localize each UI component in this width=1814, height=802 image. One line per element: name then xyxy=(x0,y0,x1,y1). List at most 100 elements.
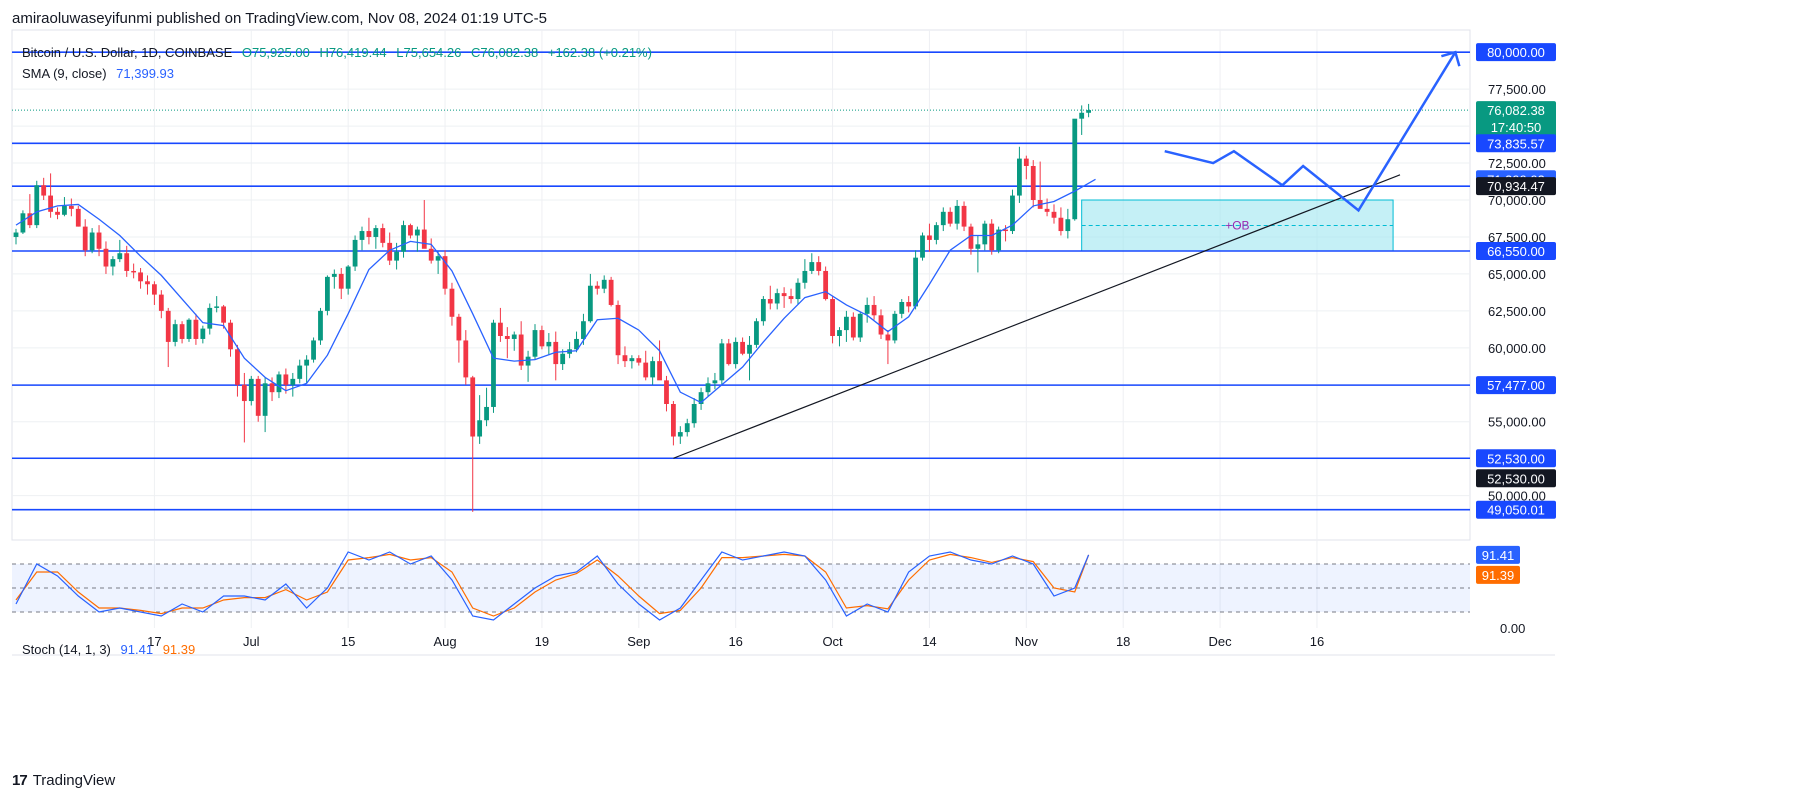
x-tick-label: Aug xyxy=(433,634,456,649)
stoch-tag xyxy=(1476,545,1520,564)
candle-body xyxy=(27,213,33,226)
y-tick-label: 55,000.00 xyxy=(1488,415,1546,430)
candle-body xyxy=(532,330,538,357)
candle-body xyxy=(982,223,988,245)
main-pane xyxy=(11,29,1471,541)
stoch-k-value: 91.41 xyxy=(120,642,154,657)
legend-main: Bitcoin / U.S. Dollar, 1D, COINBASE O75,… xyxy=(22,45,652,60)
candle-body xyxy=(491,322,496,407)
candle-body xyxy=(767,299,773,304)
candle-body xyxy=(664,380,669,404)
candle-body xyxy=(1017,158,1022,196)
candle-body xyxy=(1086,110,1091,113)
candle-body xyxy=(165,310,171,342)
candle-body xyxy=(131,270,137,273)
projection-arrowhead xyxy=(1441,50,1461,67)
price-tag xyxy=(1476,242,1556,260)
stoch-k-line xyxy=(15,551,1090,621)
candle-body xyxy=(629,358,635,362)
candle-body xyxy=(698,392,704,404)
candle-body xyxy=(1010,195,1015,232)
legend-high: H76,419.44 xyxy=(319,45,387,60)
candle-body xyxy=(214,306,220,308)
stoch-tag-label: 91.39 xyxy=(1482,568,1515,583)
candle-body xyxy=(587,285,593,322)
candle-body xyxy=(594,285,600,289)
stoch-tag-label: 91.41 xyxy=(1482,548,1515,563)
price-tag-countdown: 17:40:50 xyxy=(1491,120,1542,135)
candle-body xyxy=(498,322,503,336)
candle-body xyxy=(75,208,81,227)
price-tag xyxy=(1476,43,1556,62)
candle-body xyxy=(20,213,26,233)
candle-body xyxy=(124,253,130,271)
candle-body xyxy=(857,313,863,338)
candle-body xyxy=(954,205,960,224)
tradingview-logo-icon: 17 xyxy=(12,772,28,789)
sma-value: 71,399.93 xyxy=(116,66,174,81)
candle-body xyxy=(68,205,74,209)
trendline xyxy=(673,174,1401,459)
price-tag xyxy=(1476,101,1556,138)
legend-symbol[interactable]: Bitcoin / U.S. Dollar, 1D, COINBASE xyxy=(22,45,233,60)
candle-body xyxy=(933,225,939,240)
candle-body xyxy=(795,282,801,300)
candle-body xyxy=(740,341,745,354)
tradingview-logo[interactable]: 17 TradingView xyxy=(12,772,115,789)
candle-body xyxy=(186,319,192,339)
candle-body xyxy=(525,356,531,366)
candle-body xyxy=(989,223,995,251)
candle-body xyxy=(809,262,815,271)
candle-body xyxy=(235,349,240,385)
candle-body xyxy=(380,228,386,243)
candle-body xyxy=(401,225,406,252)
candle-body xyxy=(677,432,683,437)
price-tag xyxy=(1476,500,1556,519)
candle-body xyxy=(255,378,261,416)
stoch-y-tick: 0.00 xyxy=(1500,621,1525,636)
candle-body xyxy=(539,330,545,347)
candle-body xyxy=(906,302,912,307)
candle-body xyxy=(1072,118,1078,220)
price-tag-label: 52,530.00 xyxy=(1487,471,1545,486)
candle-body xyxy=(823,270,829,300)
candle-body xyxy=(366,231,372,237)
stoch-label[interactable]: Stoch (14, 1, 3) xyxy=(22,642,111,657)
x-tick-label: 17 xyxy=(147,634,161,649)
candle-body xyxy=(726,343,732,365)
candle-body xyxy=(41,185,47,196)
candle-body xyxy=(1044,208,1050,212)
candle-body xyxy=(103,248,109,267)
candle-body xyxy=(248,378,254,402)
candle-body xyxy=(788,296,794,300)
candle-body xyxy=(885,334,891,341)
candle-body xyxy=(830,299,835,336)
candle-body xyxy=(408,225,413,236)
candle-body xyxy=(947,211,953,224)
candle-body xyxy=(920,235,925,258)
candle-body xyxy=(145,281,150,285)
candle-body xyxy=(712,380,718,384)
candle-body xyxy=(387,242,393,261)
stoch-d-line xyxy=(15,553,1090,617)
candle-body xyxy=(48,195,53,212)
y-tick-label: 60,000.00 xyxy=(1488,341,1546,356)
candle-body xyxy=(581,321,586,339)
price-tag xyxy=(1476,134,1556,153)
candle-body xyxy=(276,374,282,393)
stoch-tag xyxy=(1476,565,1520,584)
candle-body xyxy=(62,205,67,215)
candle-body xyxy=(601,279,607,289)
price-tag-label: 57,477.00 xyxy=(1487,378,1545,393)
candle-body xyxy=(373,228,379,237)
candle-body xyxy=(241,384,247,402)
price-tag-label: 80,000.00 xyxy=(1487,45,1545,60)
sma-label[interactable]: SMA (9, close) xyxy=(22,66,107,81)
candle-body xyxy=(158,294,164,311)
y-tick-label: 65,000.00 xyxy=(1488,267,1546,282)
legend-open: O75,925.00 xyxy=(241,45,310,60)
candle-body xyxy=(636,358,642,363)
candle-body xyxy=(608,279,614,305)
candle-body xyxy=(117,253,123,260)
